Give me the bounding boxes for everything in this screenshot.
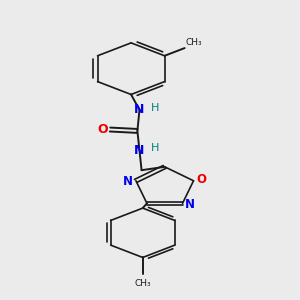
Text: H: H [151, 103, 160, 113]
Text: H: H [151, 143, 160, 153]
Text: N: N [123, 175, 133, 188]
Text: CH₃: CH₃ [185, 38, 202, 47]
Text: CH₃: CH₃ [134, 278, 151, 287]
Text: N: N [134, 144, 145, 157]
Text: N: N [134, 103, 145, 116]
Text: O: O [97, 123, 108, 136]
Text: O: O [196, 173, 206, 186]
Text: N: N [185, 198, 195, 211]
